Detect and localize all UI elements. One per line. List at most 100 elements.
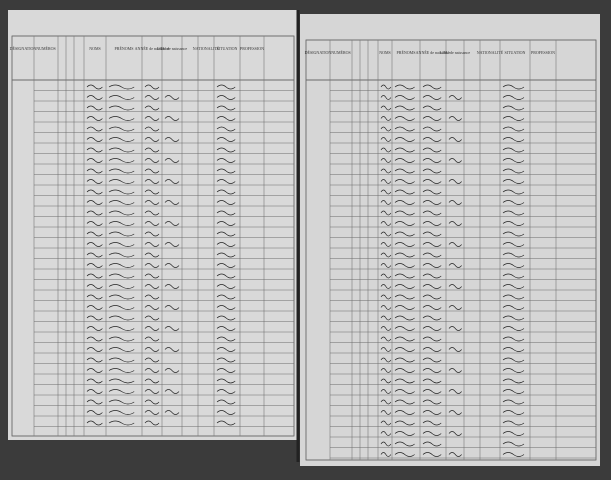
handwriting xyxy=(86,294,103,300)
handwriting xyxy=(422,137,442,142)
column-header: PRÉNOMS xyxy=(397,50,416,55)
handwriting xyxy=(394,168,415,174)
handwriting xyxy=(502,147,525,153)
handwriting xyxy=(216,147,236,153)
column-header: NOMS xyxy=(89,46,101,51)
handwriting xyxy=(502,210,525,216)
handwriting xyxy=(380,336,392,342)
handwriting xyxy=(164,158,180,163)
handwriting xyxy=(422,158,442,163)
handwriting xyxy=(394,294,415,300)
handwriting xyxy=(216,389,236,394)
handwriting xyxy=(144,200,160,205)
handwriting xyxy=(216,116,236,121)
handwriting xyxy=(144,326,160,331)
handwriting xyxy=(86,137,103,142)
handwriting xyxy=(380,210,392,216)
handwriting xyxy=(144,95,160,100)
handwriting xyxy=(380,200,392,205)
handwriting xyxy=(216,273,236,279)
handwriting xyxy=(216,284,236,289)
handwriting xyxy=(144,294,160,300)
handwriting xyxy=(380,389,392,394)
handwriting xyxy=(502,441,525,447)
handwriting xyxy=(502,231,525,237)
handwriting xyxy=(380,431,392,436)
handwriting xyxy=(502,189,525,195)
handwriting xyxy=(108,242,135,247)
handwriting xyxy=(216,368,236,373)
handwriting xyxy=(216,410,236,415)
handwriting xyxy=(86,200,103,205)
handwriting xyxy=(502,84,525,90)
handwriting xyxy=(448,410,462,415)
handwriting xyxy=(394,378,415,384)
handwriting xyxy=(86,105,103,111)
handwriting xyxy=(502,105,525,111)
handwriting xyxy=(394,105,415,111)
handwriting xyxy=(144,420,160,426)
handwriting xyxy=(502,179,525,184)
handwriting xyxy=(502,126,525,132)
column-header: SITUATION xyxy=(505,50,526,55)
handwriting xyxy=(216,263,236,268)
handwriting xyxy=(448,263,462,268)
handwriting xyxy=(422,179,442,184)
handwriting xyxy=(394,116,415,121)
handwriting xyxy=(144,189,160,195)
handwriting xyxy=(216,252,236,258)
handwriting xyxy=(422,116,442,121)
column-header: NUMÉROS xyxy=(36,46,56,51)
handwriting xyxy=(380,305,392,310)
handwriting xyxy=(108,410,135,415)
handwriting xyxy=(86,420,103,426)
handwriting xyxy=(108,126,135,132)
handwriting xyxy=(216,242,236,247)
handwriting xyxy=(380,357,392,363)
handwriting xyxy=(422,357,442,363)
handwriting xyxy=(394,147,415,153)
handwriting xyxy=(380,410,392,415)
handwriting xyxy=(108,273,135,279)
handwriting xyxy=(394,284,415,289)
handwriting xyxy=(380,168,392,174)
handwriting xyxy=(394,231,415,237)
handwriting xyxy=(144,315,160,321)
handwriting xyxy=(108,399,135,405)
handwriting xyxy=(86,410,103,415)
handwriting xyxy=(422,336,442,342)
handwriting xyxy=(216,200,236,205)
handwriting xyxy=(394,84,415,90)
handwriting xyxy=(394,126,415,132)
handwriting xyxy=(448,242,462,247)
handwriting xyxy=(448,284,462,289)
handwriting xyxy=(144,273,160,279)
handwriting xyxy=(502,431,525,436)
handwriting xyxy=(108,315,135,321)
handwriting xyxy=(86,315,103,321)
handwriting xyxy=(448,116,462,121)
handwriting xyxy=(502,273,525,279)
handwriting xyxy=(144,179,160,184)
handwriting xyxy=(448,137,462,142)
handwriting xyxy=(380,158,392,163)
handwriting xyxy=(448,431,462,436)
handwriting xyxy=(380,116,392,121)
handwriting xyxy=(448,368,462,373)
handwriting xyxy=(502,116,525,121)
handwriting xyxy=(422,210,442,216)
handwriting xyxy=(394,326,415,331)
handwriting xyxy=(108,105,135,111)
handwriting xyxy=(394,221,415,226)
handwriting xyxy=(448,158,462,163)
handwriting xyxy=(448,347,462,352)
handwriting xyxy=(164,284,180,289)
handwriting xyxy=(502,158,525,163)
handwriting xyxy=(380,294,392,300)
handwriting xyxy=(216,420,236,426)
handwriting xyxy=(394,410,415,415)
handwriting xyxy=(448,95,462,100)
handwriting xyxy=(86,210,103,216)
handwriting xyxy=(448,179,462,184)
